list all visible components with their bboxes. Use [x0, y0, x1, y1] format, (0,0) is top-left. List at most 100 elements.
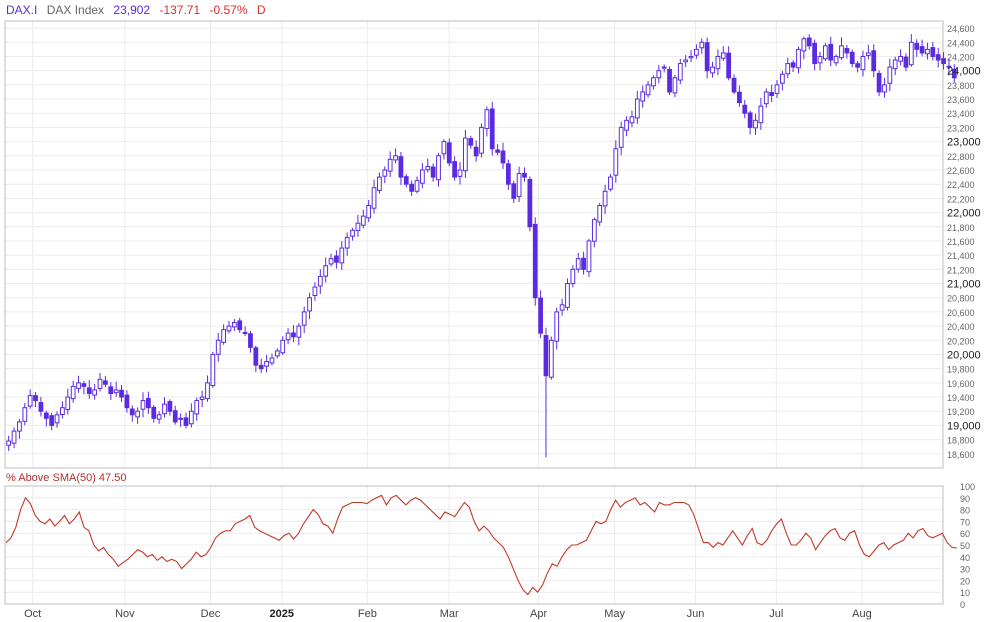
candle-body — [210, 353, 216, 386]
price-tick-label: 19,600 — [947, 379, 975, 389]
candle-body — [162, 403, 167, 415]
indicator-tick-label: 90 — [960, 494, 970, 504]
candle-body — [409, 183, 415, 192]
candle-body — [591, 219, 597, 242]
candle-body — [645, 84, 651, 96]
candle-body — [946, 65, 952, 68]
candle-body — [360, 215, 366, 226]
price-tick-label: 22,600 — [947, 166, 975, 176]
candle-body — [70, 385, 76, 400]
candle-body — [188, 410, 194, 425]
candle-body — [199, 396, 205, 400]
candle-body — [747, 112, 753, 128]
candle-body — [54, 414, 60, 424]
indicator-tick-label: 50 — [960, 541, 970, 551]
candle-body — [425, 165, 431, 171]
indicator-grid — [5, 485, 943, 605]
indicator-tick-label: 30 — [960, 565, 970, 575]
candle-body — [801, 38, 807, 52]
candle-body — [575, 258, 581, 270]
candle-body — [806, 37, 812, 47]
candle-body — [887, 66, 893, 84]
candle-body — [43, 412, 49, 419]
candle-body — [763, 91, 769, 105]
candle-body — [301, 311, 307, 326]
candle-body — [274, 350, 280, 357]
candle-body — [334, 255, 339, 263]
price-tick-label: 24,400 — [947, 38, 975, 48]
indicator-tick-label: 70 — [960, 517, 970, 527]
candle-body — [178, 417, 183, 420]
price-tick-label: 22,200 — [947, 194, 975, 204]
candle-body — [930, 47, 936, 57]
candle-body — [812, 42, 817, 65]
candle-body — [97, 378, 103, 389]
candle-body — [366, 204, 372, 219]
candle-body — [855, 63, 860, 68]
candle-body — [914, 42, 920, 50]
candle-body — [237, 320, 243, 331]
price-axis: 18,600 18,800 19,000 19,200 19,400 19,600 19,8… — [947, 24, 981, 460]
candle-body — [33, 395, 38, 402]
candle-body — [489, 108, 495, 150]
candle-body — [172, 410, 178, 423]
candle-body — [871, 50, 877, 72]
candle-body — [656, 70, 662, 79]
candle-body — [602, 190, 608, 207]
candle-body — [414, 180, 420, 192]
candle-body — [468, 138, 474, 146]
candle-body — [774, 84, 780, 94]
price-tick-label: 23,000 — [947, 137, 981, 149]
candle-body — [817, 55, 823, 64]
candlesticks — [6, 34, 957, 458]
candle-body — [264, 361, 269, 367]
candle-body — [527, 178, 533, 228]
price-tick-label: 24,200 — [947, 52, 975, 62]
price-change: -137.71 — [159, 3, 201, 17]
candle-body — [430, 166, 436, 178]
candle-body — [151, 406, 157, 419]
time-tick-label: Aug — [852, 608, 872, 620]
candle-body — [387, 158, 393, 172]
candle-body — [941, 58, 946, 65]
price-tick-label: 24,600 — [947, 24, 975, 34]
candle-body — [951, 68, 957, 79]
candle-body — [17, 421, 22, 432]
candle-body — [156, 414, 162, 420]
candle-body — [935, 54, 941, 61]
candle-body — [65, 396, 71, 411]
candle-body — [113, 389, 119, 394]
time-tick-label: Dec — [201, 608, 221, 620]
candle-body — [344, 236, 350, 249]
candle-body — [436, 155, 441, 181]
candle-body — [608, 176, 613, 190]
candle-body — [194, 400, 200, 415]
candle-body — [849, 51, 855, 65]
candle-body — [554, 311, 560, 342]
period-label[interactable]: D — [256, 3, 266, 17]
candle-body — [704, 42, 710, 72]
candle-body — [683, 59, 689, 63]
candle-body — [908, 41, 914, 66]
candle-body — [11, 430, 17, 444]
candle-body — [694, 48, 699, 56]
candle-body — [398, 156, 404, 178]
candle-body — [822, 45, 828, 60]
candle-body — [677, 63, 683, 81]
candle-body — [183, 417, 189, 426]
price-tick-label: 23,400 — [947, 109, 975, 119]
candle-body — [624, 119, 629, 131]
candle-body — [715, 55, 721, 70]
candle-body — [860, 55, 866, 71]
time-tick-label: May — [604, 608, 625, 620]
candle-body — [898, 55, 903, 62]
candle-body — [516, 173, 522, 198]
price-tick-label: 21,000 — [947, 279, 981, 291]
candle-body — [285, 332, 291, 341]
candle-body — [548, 339, 554, 378]
candle-body — [586, 240, 592, 273]
candle-body — [258, 364, 264, 370]
symbol-label[interactable]: DAX.I — [6, 3, 38, 17]
